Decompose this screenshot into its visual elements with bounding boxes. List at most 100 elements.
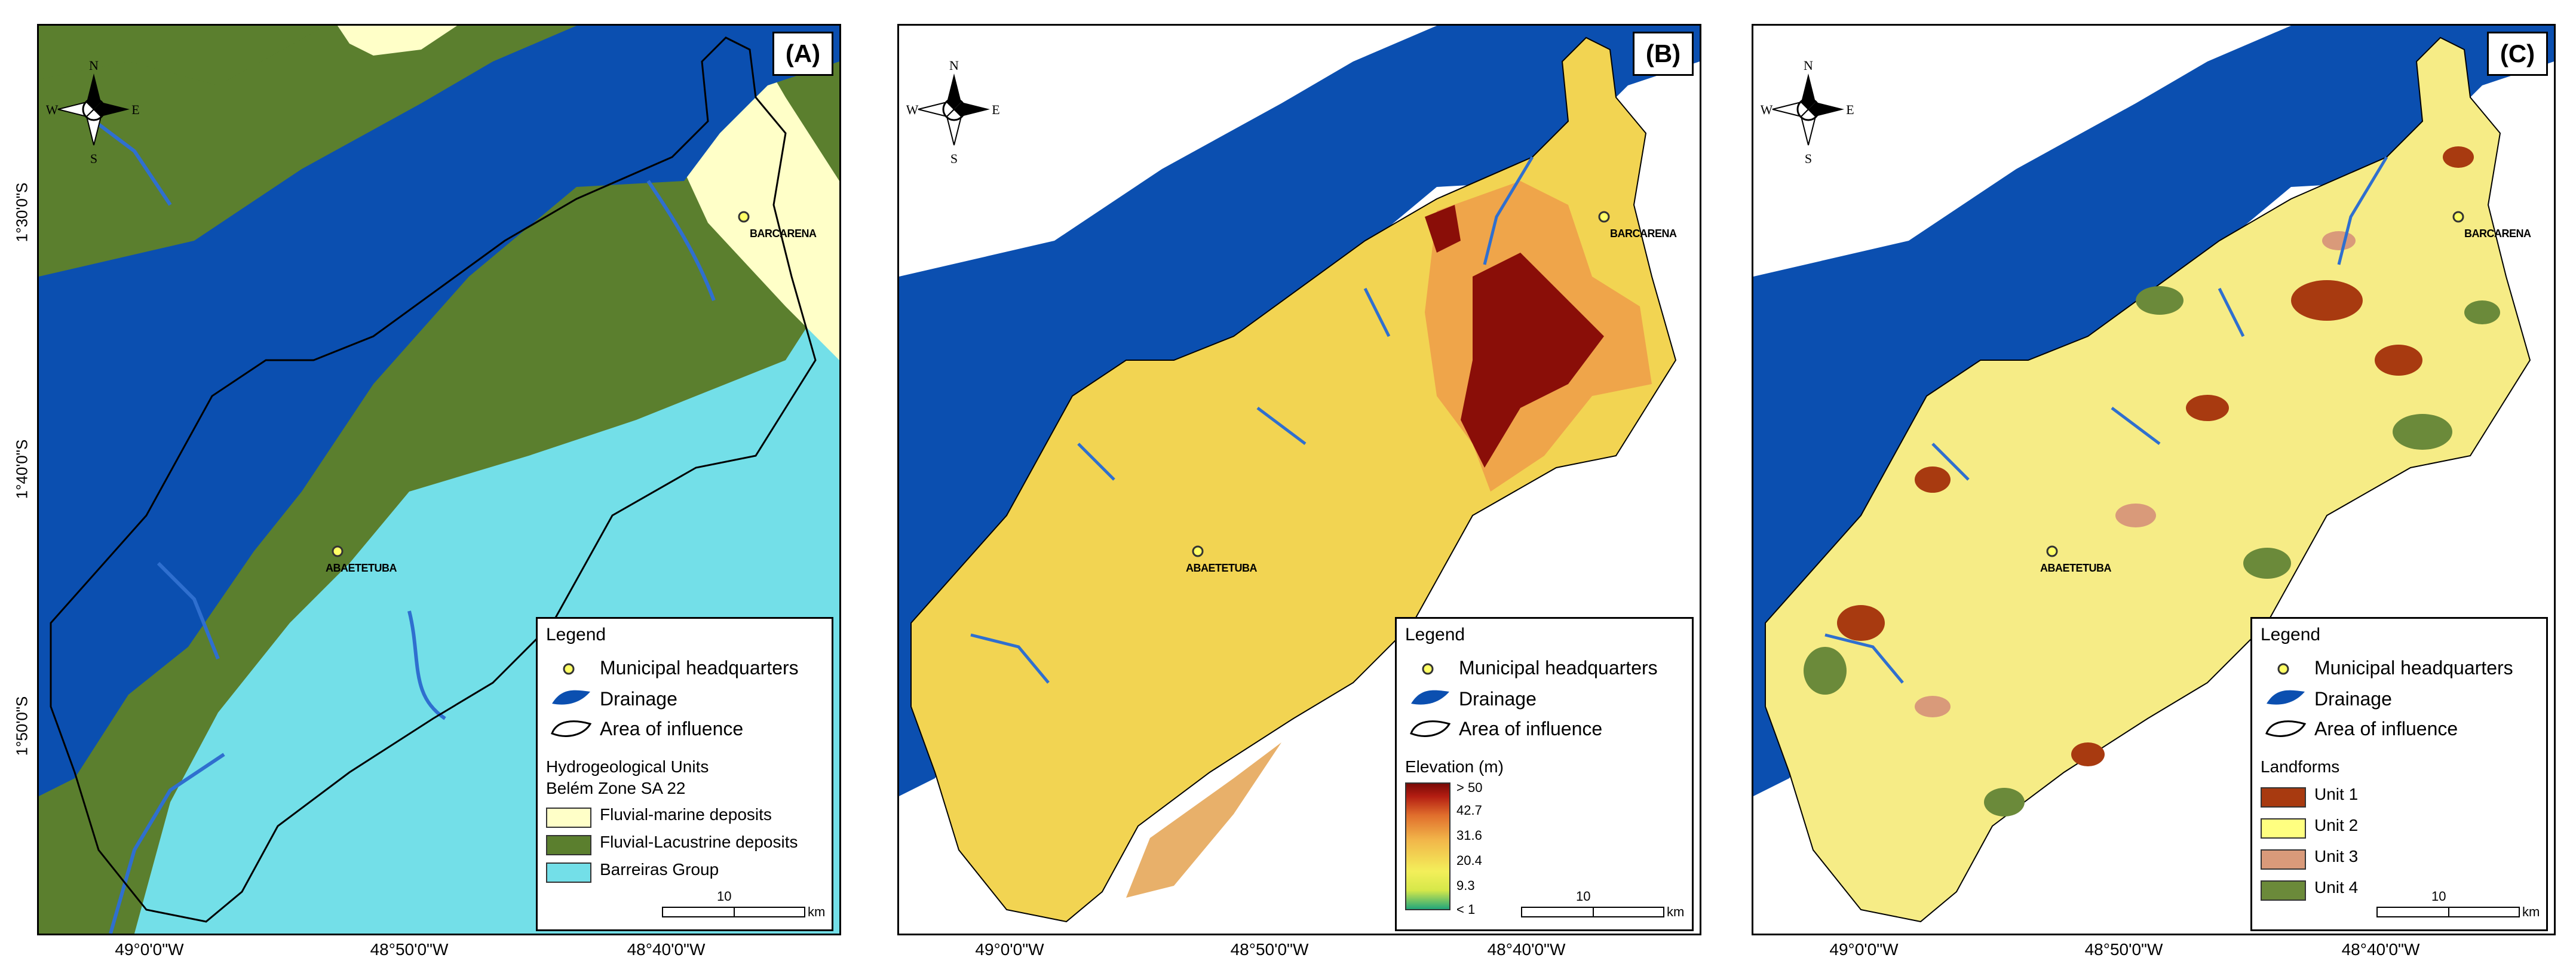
legend-item-headquarters: Municipal headquarters	[1459, 657, 1658, 679]
town-marker-barcarena	[1598, 211, 1610, 223]
gradient-label-2: 42.7	[1456, 803, 1482, 818]
drainage-icon	[1411, 690, 1449, 705]
lat-label-1: 1°30'0"S	[13, 182, 31, 242]
town-marker-abaetetuba	[332, 545, 344, 557]
drainage-lines	[970, 156, 1534, 684]
panel-label: (A)	[772, 32, 833, 76]
svg-text:S: S	[1805, 151, 1812, 166]
swatch-unit-1	[2261, 787, 2306, 808]
svg-text:E: E	[1846, 102, 1854, 117]
lon-label-2: 48°50'0"W	[370, 940, 449, 959]
svg-text:W: W	[46, 102, 59, 117]
town-marker-abaetetuba	[1192, 545, 1204, 557]
panel-label: (C)	[2487, 32, 2548, 76]
town-marker-barcarena	[2452, 211, 2464, 223]
svg-text:S: S	[950, 151, 958, 166]
municipal-headquarters-icon	[563, 663, 575, 675]
map-frame-a: (A) N S E W BARCARENA ABAETETUBA Legend …	[37, 24, 841, 935]
swatch-fluvial-lacustrine	[546, 835, 591, 855]
lon-label-3: 48°40'0"W	[627, 940, 706, 959]
legend-section-title: Elevation (m)	[1405, 757, 1504, 776]
legend-item-area-of-influence: Area of influence	[600, 718, 744, 739]
town-label-abaetetuba: ABAETETUBA	[326, 562, 397, 574]
swatch-unit-2	[2261, 818, 2306, 839]
legend-a: Legend Municipal headquarters Drainage A…	[536, 617, 833, 931]
svg-text:S: S	[90, 151, 97, 166]
swatch-fluvial-marine	[546, 808, 591, 828]
town-marker-abaetetuba	[2046, 545, 2058, 557]
swatch-barreiras	[546, 862, 591, 883]
scale-bar	[1521, 907, 1664, 917]
scale-bar	[2376, 907, 2520, 917]
landform-unit3-patches	[1915, 231, 2356, 717]
legend-title: Legend	[2261, 625, 2321, 644]
scale-bar	[662, 907, 805, 917]
estuary-water	[1753, 26, 2554, 796]
scale-value: 10	[2431, 889, 2446, 904]
gradient-label-min: < 1	[1456, 902, 1476, 917]
legend-section-subtitle: Belém Zone SA 22	[546, 779, 686, 797]
legend-item-area-of-influence: Area of influence	[1459, 718, 1603, 739]
town-label-barcarena: BARCARENA	[750, 228, 817, 240]
compass-rose-icon: N S E W	[1761, 58, 1854, 166]
elevation-gradient	[1405, 782, 1450, 910]
area-of-influence-icon	[2265, 720, 2307, 737]
legend-item-drainage: Drainage	[2314, 688, 2392, 710]
lon-label-1: 49°0'0"W	[1829, 940, 1899, 959]
map-panel-a: (A) N S E W BARCARENA ABAETETUBA Legend …	[0, 0, 861, 970]
municipal-headquarters-icon	[2277, 663, 2289, 675]
legend-class-unit-3: Unit 3	[2314, 847, 2359, 865]
high-elevation-patch	[1461, 253, 1604, 468]
drainage-lines	[85, 113, 716, 934]
legend-class-fluvial-lacustrine: Fluvial-Lacustrine deposits	[600, 833, 798, 851]
svg-text:W: W	[1761, 102, 1773, 117]
map-frame-c: (C) N S E W BARCARENA ABAETETUBA Legend …	[1752, 24, 2556, 935]
swatch-unit-4	[2261, 880, 2306, 901]
lon-label-3: 48°40'0"W	[2341, 940, 2420, 959]
landform-unit4-patches	[1804, 286, 2500, 816]
fluvial-marine-area-2	[338, 26, 457, 56]
compass-rose-icon: N S E W	[46, 58, 140, 166]
legend-item-drainage: Drainage	[600, 688, 677, 710]
lon-label-2: 48°50'0"W	[2084, 940, 2163, 959]
legend-c: Legend Municipal headquarters Drainage A…	[2250, 617, 2548, 931]
map-panel-b: (B) N S E W BARCARENA ABAETETUBA Legend …	[860, 0, 1722, 970]
legend-class-unit-1: Unit 1	[2314, 785, 2359, 803]
legend-class-fluvial-marine: Fluvial-marine deposits	[600, 805, 772, 824]
lon-label-1: 49°0'0"W	[975, 940, 1044, 959]
legend-b: Legend Municipal headquarters Drainage A…	[1395, 617, 1694, 931]
legend-section-title: Landforms	[2261, 757, 2340, 776]
area-of-influence-outline	[50, 36, 817, 923]
svg-text:N: N	[1804, 58, 1813, 73]
drainage-icon	[552, 690, 590, 705]
scale-value: 10	[1576, 889, 1591, 904]
area-of-influence-icon	[551, 720, 592, 737]
scale-unit: km	[1667, 904, 1685, 919]
map-panel-c: (C) N S E W BARCARENA ABAETETUBA Legend …	[1715, 0, 2576, 970]
town-label-barcarena: BARCARENA	[2464, 228, 2531, 240]
legend-class-unit-4: Unit 4	[2314, 878, 2359, 897]
drainage-lines	[1824, 156, 2388, 684]
gradient-label-5: 9.3	[1456, 878, 1475, 893]
scale-unit: km	[2522, 904, 2540, 919]
map-b-canvas	[899, 26, 1700, 934]
legend-title: Legend	[546, 625, 606, 644]
swatch-unit-3	[2261, 849, 2306, 870]
landform-unit1-patches	[1837, 146, 2474, 766]
drainage-icon	[2267, 690, 2305, 705]
estuary-water	[39, 26, 839, 796]
town-label-abaetetuba: ABAETETUBA	[2040, 562, 2112, 574]
gradient-label-4: 20.4	[1456, 853, 1482, 868]
legend-title: Legend	[1405, 625, 1465, 644]
town-label-barcarena: BARCARENA	[1610, 228, 1677, 240]
lat-label-3: 1°50'0"S	[13, 696, 31, 756]
lon-label-1: 49°0'0"W	[115, 940, 184, 959]
municipal-headquarters-icon	[1422, 663, 1434, 675]
gradient-label-max: > 50	[1456, 780, 1483, 795]
lat-label-2: 1°40'0"S	[13, 439, 31, 499]
svg-text:E: E	[992, 102, 999, 117]
town-label-abaetetuba: ABAETETUBA	[1186, 562, 1258, 574]
compass-rose-icon: N S E W	[906, 58, 1000, 166]
lon-label-3: 48°40'0"W	[1487, 940, 1566, 959]
svg-text:W: W	[906, 102, 919, 117]
